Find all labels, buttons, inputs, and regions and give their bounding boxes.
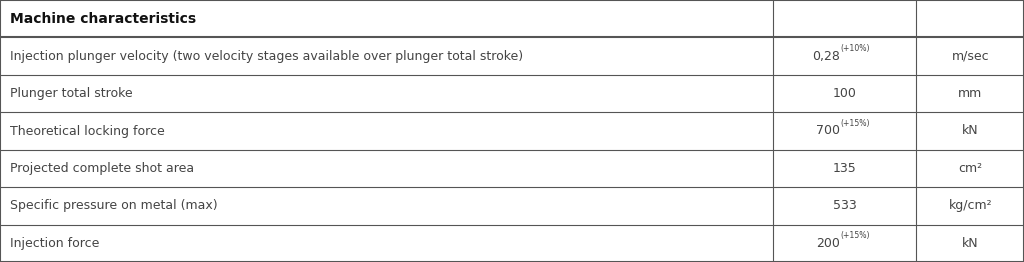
Text: (+10%): (+10%) [841,44,870,53]
Text: Injection force: Injection force [10,237,99,250]
Text: kN: kN [962,237,979,250]
Bar [0,112,1024,150]
Text: Plunger total stroke: Plunger total stroke [10,87,133,100]
Text: kN: kN [962,124,979,138]
Text: (+15%): (+15%) [841,231,870,240]
Text: Specific pressure on metal (max): Specific pressure on metal (max) [10,199,218,212]
Bar [0,187,1024,225]
Text: 0,28: 0,28 [812,50,840,63]
Text: 135: 135 [833,162,857,175]
Text: (+15%): (+15%) [841,119,870,128]
Text: 100: 100 [833,87,857,100]
Bar [0,150,1024,187]
Text: Injection plunger velocity (two velocity stages available over plunger total str: Injection plunger velocity (two velocity… [10,50,523,63]
Text: kg/cm²: kg/cm² [948,199,992,212]
Text: 200: 200 [816,237,840,250]
Text: Projected complete shot area: Projected complete shot area [10,162,195,175]
Text: Machine characteristics: Machine characteristics [10,12,197,26]
Bar [0,225,1024,262]
Text: mm: mm [958,87,982,100]
Bar [0,0,1024,37]
Text: 533: 533 [833,199,857,212]
Text: m/sec: m/sec [951,50,989,63]
Text: 700: 700 [816,124,840,138]
Bar [0,37,1024,75]
Bar [0,75,1024,112]
Text: Theoretical locking force: Theoretical locking force [10,124,165,138]
Text: cm²: cm² [958,162,982,175]
